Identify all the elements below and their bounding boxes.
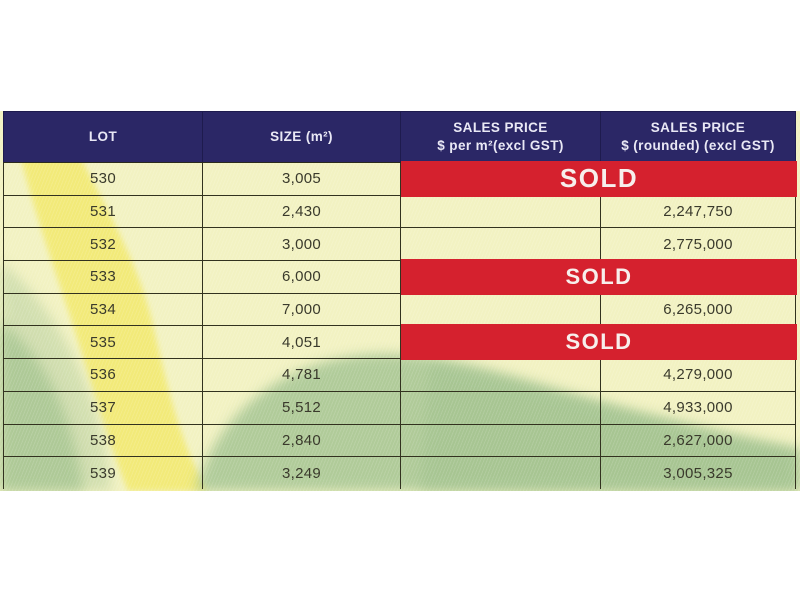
lot-cell: 535 <box>3 325 203 360</box>
lot-cell: 534 <box>3 292 203 327</box>
column-header-label-line1: SALES PRICE <box>650 120 746 136</box>
table-row: 538 2,840 2,627,000 <box>3 423 796 458</box>
price-rounded-cell: 2,247,750 <box>600 194 796 229</box>
size-cell: 3,249 <box>202 456 401 489</box>
size-cell: 2,430 <box>202 194 401 229</box>
price-per-m2-cell <box>400 358 601 392</box>
table-row: 531 2,430 2,247,750 <box>3 194 796 229</box>
column-header-lot: LOT <box>3 111 203 163</box>
sold-banner: SOLD <box>401 161 797 197</box>
lot-cell: 532 <box>3 227 203 262</box>
price-per-m2-cell <box>400 227 601 262</box>
column-header-label-line2: $ per m²(excl GST) <box>437 138 564 153</box>
sold-label: SOLD <box>565 329 633 355</box>
sold-label: SOLD <box>565 263 633 289</box>
header-row: LOT SIZE (m²) SALES PRICE $ per m²(excl … <box>3 111 796 163</box>
table-row: 534 7,000 6,265,000 <box>3 292 796 327</box>
column-header-price-rounded: SALES PRICE $ (rounded) (excl GST) <box>600 111 796 163</box>
price-rounded-cell: 2,775,000 <box>600 227 796 262</box>
sold-label: SOLD <box>559 163 639 194</box>
size-cell: 3,000 <box>202 227 401 262</box>
size-cell: 4,051 <box>202 325 401 360</box>
size-cell: 4,781 <box>202 358 401 392</box>
lot-cell: 533 <box>3 260 203 294</box>
price-rounded-cell: 3,005,325 <box>600 456 796 489</box>
price-table: LOT SIZE (m²) SALES PRICE $ per m²(excl … <box>3 111 797 489</box>
sold-banner: SOLD <box>401 324 797 361</box>
table-row: 537 5,512 4,933,000 <box>3 390 796 425</box>
size-cell: 5,512 <box>202 390 401 425</box>
sold-cell: SOLD <box>400 259 797 295</box>
lot-cell: 530 <box>3 162 203 196</box>
lot-cell: 536 <box>3 358 203 392</box>
table-row: 530 3,005 SOLD <box>3 161 797 197</box>
table-row: 539 3,249 3,005,325 <box>3 456 796 489</box>
column-header-size: SIZE (m²) <box>202 111 401 163</box>
column-header-label-line1: SALES PRICE <box>453 120 548 136</box>
lot-cell: 539 <box>3 456 203 489</box>
price-per-m2-cell <box>400 292 601 327</box>
size-cell: 2,840 <box>202 423 401 458</box>
table-row: 535 4,051 SOLD <box>3 324 797 361</box>
column-header-label-line2: $ (rounded) (excl GST) <box>621 138 775 153</box>
size-cell: 7,000 <box>202 292 401 327</box>
table-row: 533 6,000 SOLD <box>3 259 797 295</box>
price-rounded-cell: 4,933,000 <box>600 390 796 425</box>
price-per-m2-cell <box>400 423 601 458</box>
price-rounded-cell: 2,627,000 <box>600 423 796 458</box>
sold-cell: SOLD <box>400 324 797 361</box>
sold-banner: SOLD <box>401 259 797 295</box>
table-row: 536 4,781 4,279,000 <box>3 358 796 392</box>
sold-cell: SOLD <box>400 161 797 197</box>
price-per-m2-cell <box>400 390 601 425</box>
table-row: 532 3,000 2,775,000 <box>3 227 796 262</box>
size-cell: 6,000 <box>202 260 401 294</box>
column-header-label: LOT <box>88 129 118 145</box>
lot-cell: 537 <box>3 390 203 425</box>
column-header-label: SIZE (m²) <box>270 129 333 145</box>
lot-cell: 531 <box>3 194 203 229</box>
column-header-price-per-m2: SALES PRICE $ per m²(excl GST) <box>400 111 601 163</box>
lot-cell: 538 <box>3 423 203 458</box>
price-rounded-cell: 4,279,000 <box>600 358 796 392</box>
size-cell: 3,005 <box>202 162 401 196</box>
price-per-m2-cell <box>400 194 601 229</box>
price-rounded-cell: 6,265,000 <box>600 292 796 327</box>
price-per-m2-cell <box>400 456 601 489</box>
